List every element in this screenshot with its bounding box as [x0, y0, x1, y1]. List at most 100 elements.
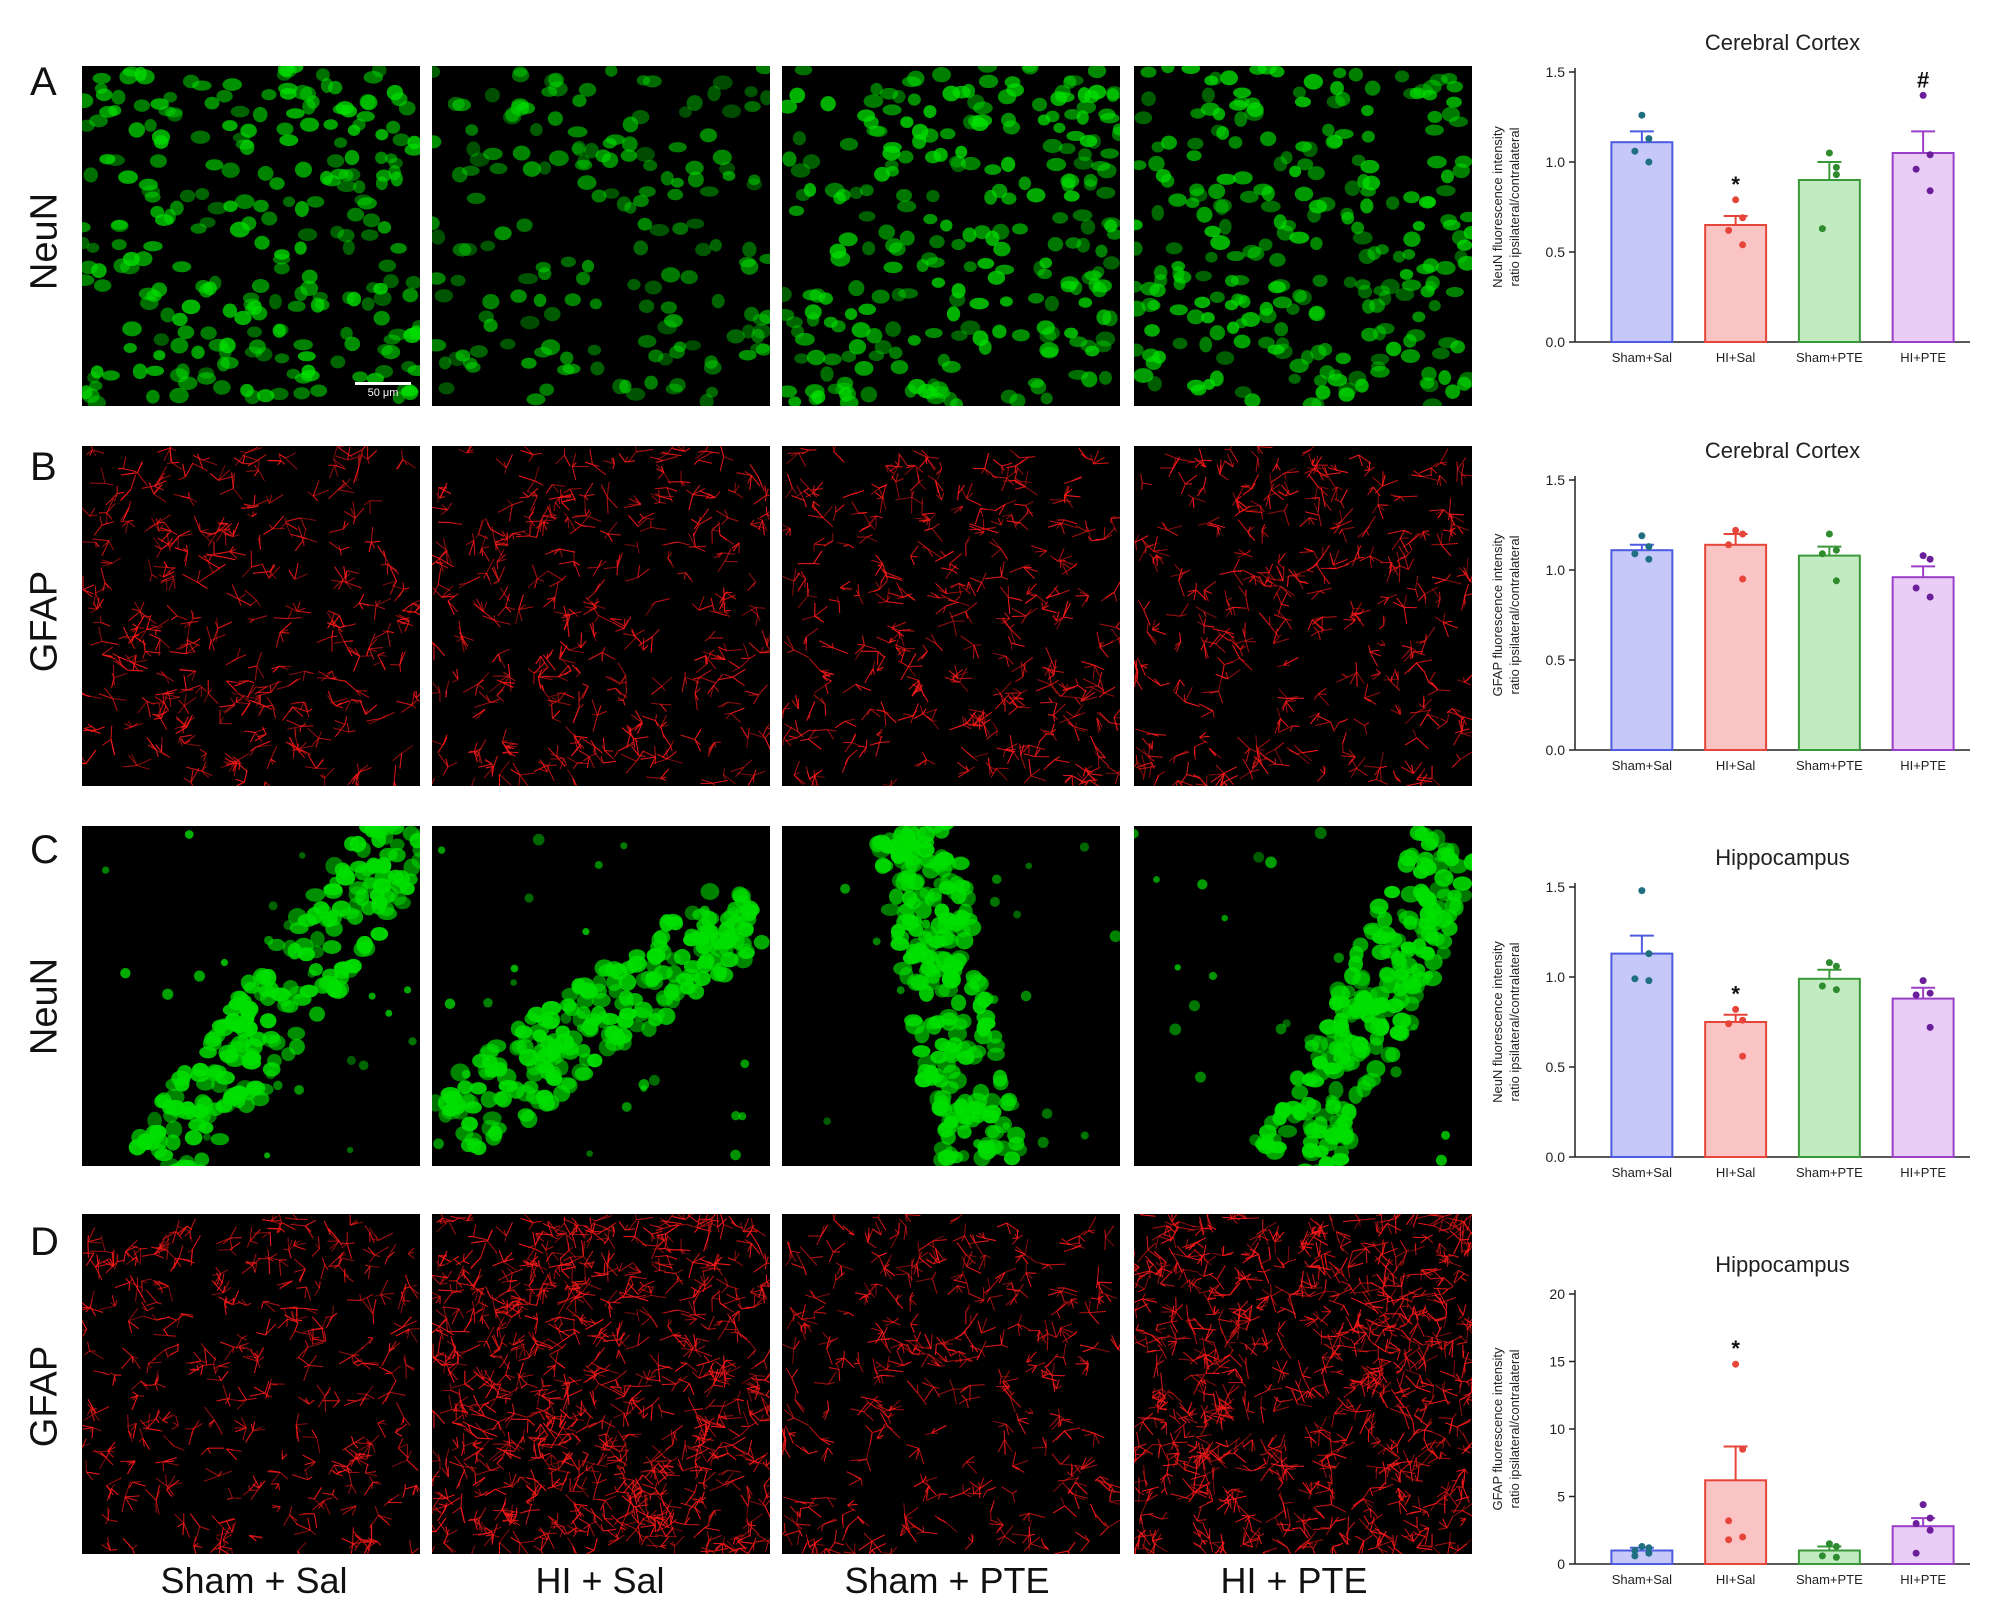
- data-point: [1818, 982, 1826, 990]
- bar-sham-pte: [1797, 179, 1861, 343]
- data-point: [1739, 1052, 1747, 1060]
- data-point: [1825, 149, 1833, 157]
- y-tick-label: 1.0: [1546, 562, 1566, 578]
- data-point: [1631, 1547, 1639, 1554]
- data-point: [1919, 977, 1927, 985]
- column-label-hi-sal: HI + Sal: [535, 1560, 665, 1601]
- data-point: [1631, 550, 1639, 558]
- data-point: [1631, 975, 1639, 983]
- data-point: [1926, 151, 1934, 159]
- x-tick-label: HI+Sal: [1716, 1572, 1755, 1587]
- micrograph-2-1: [82, 446, 420, 786]
- x-tick-label: Sham+PTE: [1796, 1165, 1863, 1180]
- y-tick-label: 0.5: [1546, 652, 1566, 668]
- x-tick-label: HI+Sal: [1716, 350, 1755, 365]
- data-point: [1739, 1016, 1747, 1024]
- data-point: [1912, 1549, 1920, 1557]
- x-tick-label: Sham+Sal: [1612, 350, 1672, 365]
- data-point: [1832, 986, 1840, 994]
- data-point: [1832, 1542, 1840, 1550]
- x-tick-label: HI+PTE: [1900, 1572, 1946, 1587]
- micrograph-1-2: [432, 66, 770, 406]
- micrograph-1-1: [82, 66, 420, 406]
- data-point: [1725, 1517, 1733, 1525]
- data-point: [1631, 1552, 1639, 1560]
- y-tick-label: 0: [1557, 1556, 1565, 1572]
- data-point: [1732, 1360, 1740, 1368]
- significance-marker: *: [1731, 1336, 1740, 1361]
- y-tick-label: 0.0: [1546, 1149, 1566, 1165]
- column-label-hi-pte: HI + PTE: [1220, 1560, 1368, 1601]
- data-point: [1725, 226, 1733, 234]
- bar-hi-pte: [1891, 997, 1955, 1158]
- data-point: [1825, 959, 1833, 967]
- x-tick-label: Sham+Sal: [1612, 1165, 1672, 1180]
- chart-title: Cerebral Cortex: [1705, 30, 1860, 55]
- y-tick-label: 10: [1549, 1421, 1565, 1437]
- y-axis-label: GFAP fluorescence intensity ratio ipsilat…: [1490, 533, 1522, 697]
- data-point: [1645, 158, 1653, 166]
- bar-sham-sal: [1610, 952, 1674, 1158]
- chart-hippocampus-neun: Hippocampus 0.0 0.5 1.0 1.5 NeuN fluorescence…: [1480, 835, 1980, 1195]
- data-point: [1926, 1526, 1934, 1534]
- bar-hi-sal: [1704, 543, 1768, 751]
- data-point: [1832, 163, 1840, 171]
- y-tick-label: 1.0: [1546, 969, 1566, 985]
- data-point: [1832, 1553, 1840, 1561]
- data-point: [1912, 584, 1920, 592]
- chart-title: Cerebral Cortex: [1705, 438, 1860, 463]
- data-point: [1818, 225, 1826, 233]
- column-label-sham-sal: Sham + Sal: [160, 1560, 348, 1601]
- column-label-sham-pte: Sham + PTE: [844, 1560, 1050, 1601]
- stain-label-neun-cortex: NeuN: [23, 192, 66, 291]
- data-point: [1926, 187, 1934, 195]
- bar-hi-pte: [1891, 152, 1955, 343]
- data-point: [1818, 1552, 1826, 1560]
- data-point: [1638, 111, 1646, 119]
- chart-cortex-neun: Cerebral Cortex 0.0 0.5 1.0 1.5 NeuN fluoresc…: [1480, 20, 1980, 380]
- y-tick-label: 20: [1549, 1286, 1565, 1302]
- y-tick-label: 0.5: [1546, 1059, 1566, 1075]
- data-point: [1645, 950, 1653, 958]
- bar-sham-pte: [1797, 977, 1861, 1158]
- y-tick-label: 5: [1557, 1489, 1565, 1505]
- data-point: [1912, 991, 1920, 999]
- significance-marker: *: [1731, 172, 1740, 197]
- row-letter-b: B: [30, 445, 57, 489]
- y-tick-label: 1.0: [1546, 154, 1566, 170]
- data-point: [1645, 555, 1653, 563]
- micrograph-4-4: [1134, 1214, 1472, 1554]
- x-tick-label: Sham+PTE: [1796, 350, 1863, 365]
- data-point: [1926, 1514, 1934, 1522]
- bar-sham-sal: [1610, 141, 1674, 343]
- stain-label-neun-hippocampus: NeuN: [23, 957, 66, 1056]
- y-axis-label: NeuN fluorescence intensity ratio ipsilat…: [1490, 941, 1522, 1103]
- chart-title: Hippocampus: [1715, 1252, 1850, 1277]
- micrograph-1-3: [782, 66, 1120, 406]
- x-tick-label: HI+PTE: [1900, 758, 1946, 773]
- data-point: [1832, 171, 1840, 179]
- micrograph-3-2: [432, 826, 770, 1166]
- micrograph-4-2: [432, 1214, 770, 1554]
- data-point: [1739, 241, 1747, 249]
- stain-label-gfap-hippocampus: GFAP: [23, 1345, 66, 1448]
- data-point: [1645, 1549, 1653, 1557]
- data-point: [1638, 1542, 1646, 1550]
- bar-sham-sal: [1610, 549, 1674, 751]
- row-letter-d: D: [30, 1220, 59, 1264]
- chart-hippocampus-gfap: Hippocampus 0 5 10 15 20 GFAP fluorescence int…: [1480, 1242, 1980, 1607]
- y-tick-label: 1.5: [1546, 64, 1566, 80]
- bar-sham-pte: [1797, 1549, 1861, 1565]
- x-tick-label: Sham+Sal: [1612, 1572, 1672, 1587]
- micrograph-4-3: [782, 1214, 1120, 1554]
- data-point: [1919, 1501, 1927, 1509]
- bar-hi-sal: [1704, 1021, 1768, 1158]
- data-point: [1645, 543, 1653, 551]
- bar-hi-pte: [1891, 576, 1955, 751]
- data-point: [1926, 593, 1934, 601]
- y-tick-label: 1.5: [1546, 472, 1566, 488]
- row-letter-a: A: [30, 60, 57, 104]
- micrograph-2-2: [432, 446, 770, 786]
- x-tick-label: HI+PTE: [1900, 350, 1946, 365]
- data-point: [1832, 962, 1840, 970]
